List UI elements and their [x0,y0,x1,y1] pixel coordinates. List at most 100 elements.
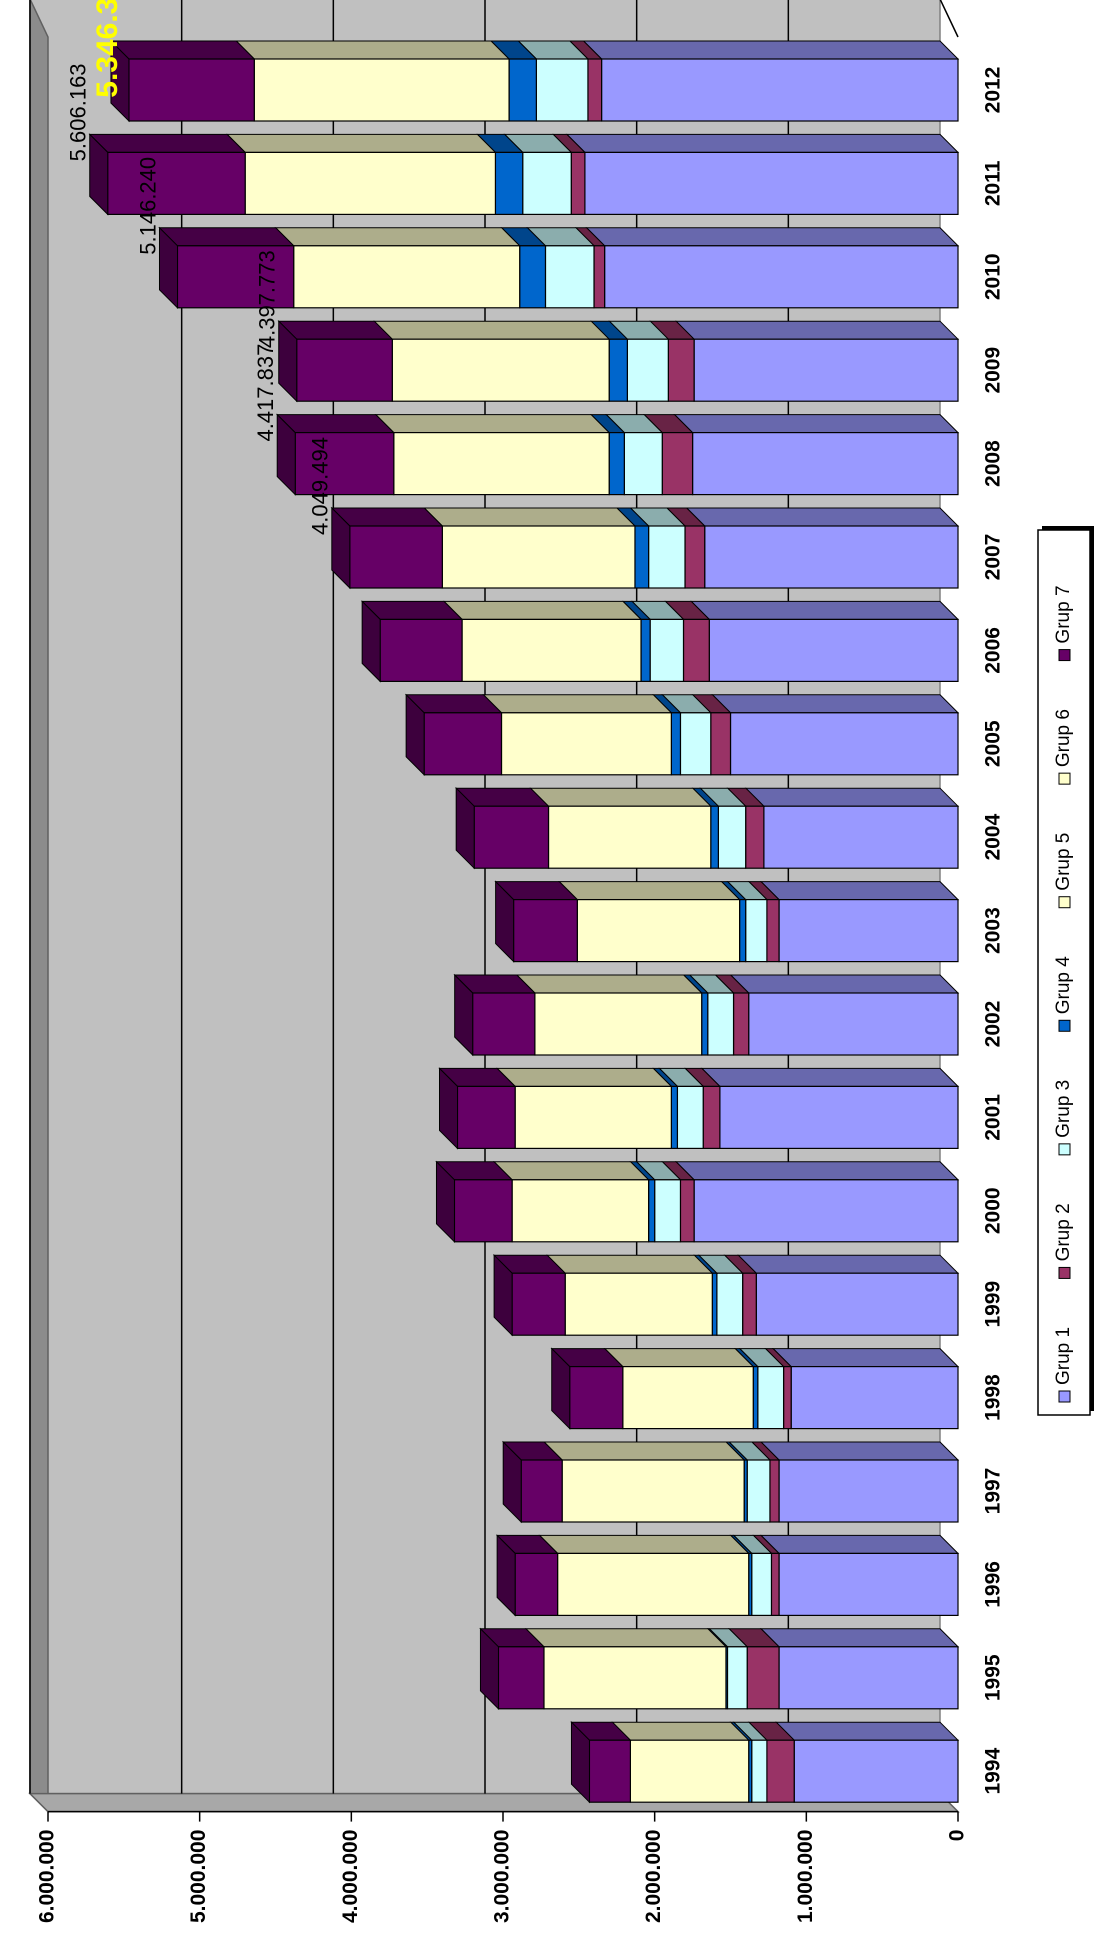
bar-2003 [494,880,960,963]
bar-segment-2003-grup-7 [494,881,579,963]
bar-1995 [479,1627,960,1711]
legend: Grup 1 Grup 2 Grup 3 Grup 4 Grup 5 Grup 6 Grup… [1037,526,1094,1416]
bar-1996 [495,1534,960,1617]
bar-segment-2001-grup-2 [683,1067,722,1150]
bar-segment-1997-grup-7 [501,1441,564,1523]
bar-segment-2006-grup-7 [360,600,464,683]
bar-segment-2009-grup-1 [674,320,960,402]
bar-1997 [501,1440,960,1524]
bar-segment-2008-grup-1 [673,414,960,496]
bar-1994 [570,1720,960,1804]
legend-entry-6: Grup 6 [1053,709,1074,767]
category-label-2012: 2012 [982,67,1005,114]
bar-segment-1999-grup-5 [545,1254,714,1336]
bar-segment-2002-grup-7 [453,974,537,1056]
bar-segment-2003-grup-1 [759,881,960,963]
bar-segment-2001-grup-7 [438,1067,517,1150]
category-label-2003: 2003 [982,907,1005,954]
legend-swatch-2 [1058,1266,1071,1279]
legend-swatch-1 [1058,1390,1071,1403]
category-label-1996: 1996 [982,1561,1005,1608]
legend-swatch-4 [1058,1019,1071,1032]
bar-segment-2000-grup-1 [674,1161,960,1243]
bar-end-2008 [276,413,296,496]
value-tick-label: 2.000.000 [642,1830,665,1923]
bar-2006 [360,600,960,683]
category-label-1998: 1998 [982,1374,1005,1421]
data-label-2011: 5.606.163 [66,63,91,161]
data-label-2012: 5.346.350 [91,0,124,98]
bar-segment-2002-grup-1 [729,974,960,1056]
bar-segment-2007-grup-7 [330,507,444,589]
bar-segment-2009-grup-5 [373,320,611,402]
bar-segment-2006-grup-2 [664,600,711,683]
bar-segment-2000-grup-7 [435,1161,514,1243]
value-tick-label: 5.000.000 [187,1830,210,1923]
value-axis: 0 1.000.000 2.000.000 3.000.000 4.000.000 5.0… [36,1810,969,1923]
bar-segment-2005-grup-7 [404,694,503,776]
side-wall [29,0,49,1814]
bar-segment-2003-grup-5 [558,881,741,963]
bar-end-2003 [495,880,515,963]
bar-segment-1995-grup-7 [479,1628,546,1710]
bar-segment-1997-grup-1 [759,1441,960,1523]
bar-segment-2006-grup-5 [442,600,643,683]
bar-end-2001 [439,1067,458,1150]
value-tick-label: 4.000.000 [339,1830,362,1923]
data-label-2007: 4.049.494 [308,437,333,535]
bar-segment-1998-grup-5 [603,1348,755,1430]
bar-segment-2012-grup-7 [109,40,256,122]
legend-swatch-7 [1058,649,1071,662]
legend-entry-3: Grup 3 [1053,1080,1074,1138]
legend-entry-4: Grup 4 [1053,956,1074,1015]
bar-segment-2005-grup-2 [691,694,732,776]
bar-segment-2007-grup-2 [665,507,706,589]
bar-segment-2010-grup-7 [158,227,295,309]
bar-2001 [438,1067,960,1150]
bar-end-2006 [361,600,381,683]
bar-segment-2008-grup-2 [643,414,694,496]
bar-segment-2007-grup-5 [423,507,637,589]
data-label-2010: 5.146.240 [135,157,160,255]
bar-segment-2012-grup-3 [517,40,590,122]
bar-segment-2006-grup-1 [690,600,960,683]
bar-segment-2010-grup-1 [585,227,960,309]
bar-segment-1998-grup-1 [771,1348,960,1430]
legend-swatch-3 [1058,1143,1071,1156]
category-axis: 1994 1995 1996 1997 1998 1999 2000 2001 2002 2003… [982,67,1005,1795]
bar-segment-2005-grup-5 [482,694,673,776]
bar-segment-1998-grup-3 [738,1348,785,1430]
bar-end-2004 [455,786,475,870]
category-label-2001: 2001 [982,1094,1005,1141]
legend-entry-1: Grup 1 [1053,1327,1074,1385]
bar-end-2010 [158,226,178,310]
bar-segment-2000-grup-5 [492,1161,650,1243]
bar-segment-1995-grup-5 [524,1628,728,1710]
bar-segment-1996-grup-1 [759,1534,960,1617]
value-tick-label: 6.000.000 [36,1830,59,1923]
bar-end-1997 [502,1440,522,1524]
bar-segment-1996-grup-5 [538,1534,750,1617]
bar-1999 [492,1253,960,1337]
bar-1998 [550,1347,960,1430]
bar-segment-2006-grup-3 [630,600,685,683]
bar-2008 [276,413,960,496]
bar-2011 [88,133,960,216]
category-label-2006: 2006 [982,627,1005,674]
category-label-1997: 1997 [982,1468,1005,1515]
category-label-1999: 1999 [982,1281,1005,1328]
bar-segment-1999-grup-2 [723,1254,758,1336]
bar-end-2005 [405,693,425,777]
bar-2012 [109,39,960,123]
bar-segment-2004-grup-5 [529,787,712,869]
bar-segment-1994-grup-1 [774,1721,960,1803]
bar-segment-2011-grup-5 [225,133,497,215]
bar-segment-1999-grup-1 [737,1254,960,1336]
bar-end-2000 [435,1160,455,1244]
legend-swatch-6 [1058,772,1071,785]
category-label-2005: 2005 [982,720,1005,767]
bar-segment-1995-grup-2 [727,1628,781,1710]
category-label-2008: 2008 [982,440,1005,487]
category-label-2009: 2009 [982,347,1005,394]
